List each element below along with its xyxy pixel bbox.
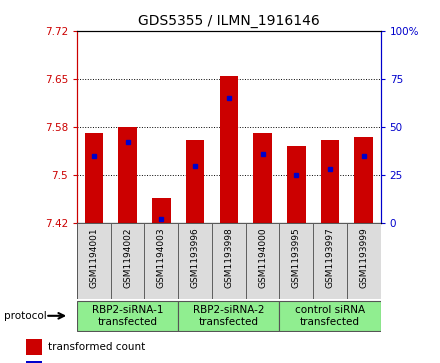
- Text: GSM1193998: GSM1193998: [224, 227, 233, 288]
- Title: GDS5355 / ILMN_1916146: GDS5355 / ILMN_1916146: [138, 15, 320, 28]
- Text: GSM1193995: GSM1193995: [292, 227, 301, 288]
- Bar: [279, 301, 381, 330]
- Text: GSM1194002: GSM1194002: [123, 227, 132, 287]
- Bar: [77, 301, 178, 330]
- Text: RBP2-siRNA-2
transfected: RBP2-siRNA-2 transfected: [193, 305, 264, 327]
- Bar: [220, 76, 238, 223]
- Text: GSM1194003: GSM1194003: [157, 227, 166, 288]
- Text: GSM1194000: GSM1194000: [258, 227, 267, 288]
- Text: GSM1194001: GSM1194001: [89, 227, 99, 288]
- Text: RBP2-siRNA-1
transfected: RBP2-siRNA-1 transfected: [92, 305, 163, 327]
- Bar: [212, 223, 246, 299]
- Bar: [279, 223, 313, 299]
- Text: control siRNA
transfected: control siRNA transfected: [295, 305, 365, 327]
- Bar: [77, 223, 111, 299]
- Bar: [118, 127, 137, 223]
- Bar: [321, 140, 339, 223]
- Text: GSM1193999: GSM1193999: [359, 227, 368, 288]
- Bar: [355, 136, 373, 223]
- Bar: [178, 223, 212, 299]
- Text: GSM1193997: GSM1193997: [326, 227, 334, 288]
- Bar: [111, 223, 144, 299]
- Bar: [84, 134, 103, 223]
- Text: GSM1193996: GSM1193996: [191, 227, 200, 288]
- Bar: [246, 223, 279, 299]
- Bar: [178, 301, 279, 330]
- Bar: [26, 360, 42, 363]
- Bar: [253, 134, 272, 223]
- Bar: [152, 197, 171, 223]
- Bar: [144, 223, 178, 299]
- Bar: [347, 223, 381, 299]
- Bar: [186, 140, 204, 223]
- Text: protocol: protocol: [4, 311, 47, 321]
- Text: transformed count: transformed count: [48, 342, 146, 352]
- Bar: [26, 339, 42, 355]
- Bar: [313, 223, 347, 299]
- Bar: [287, 146, 305, 223]
